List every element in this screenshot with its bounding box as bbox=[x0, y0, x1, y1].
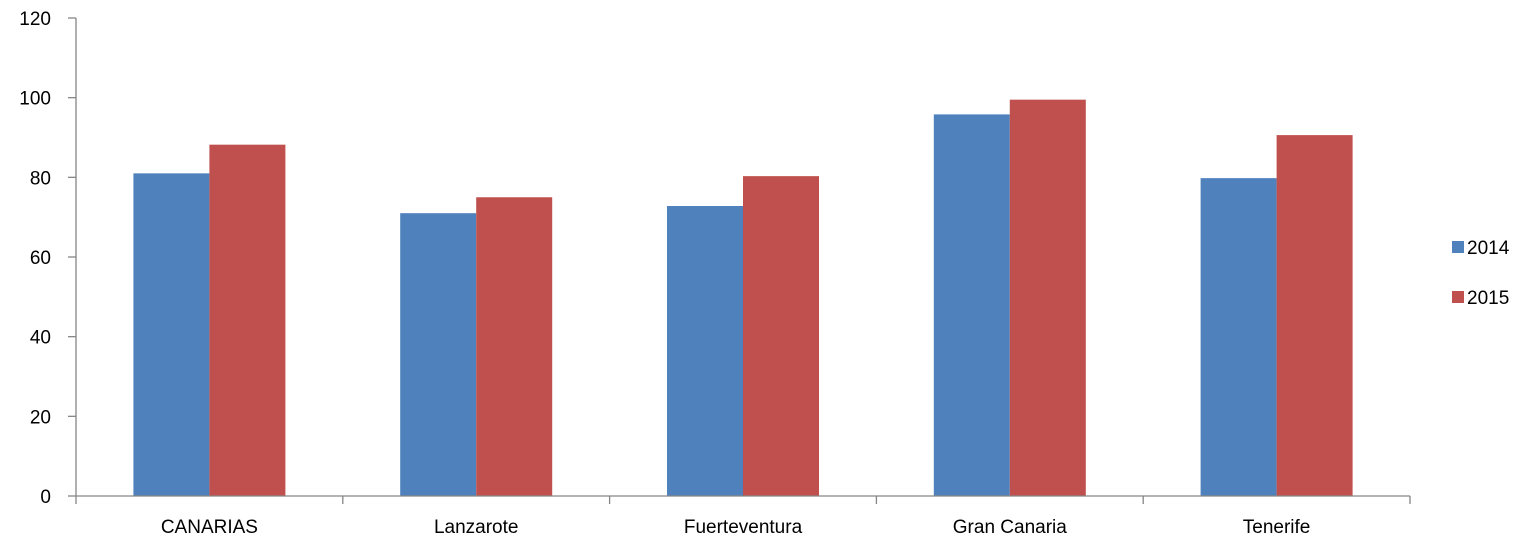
bar-2015-tenerife bbox=[1276, 135, 1353, 497]
legend: 2014 2015 bbox=[1452, 238, 1510, 309]
bar-2015-gran-canaria bbox=[1009, 99, 1086, 497]
bars-group bbox=[133, 99, 1353, 497]
bar-2014-gran-canaria bbox=[933, 114, 1010, 496]
bar-2015-fuerteventura bbox=[743, 176, 819, 496]
y-axis-ticks: 0 20 40 60 80 100 120 bbox=[19, 9, 76, 508]
bar-2014-fuerteventura bbox=[667, 206, 743, 496]
x-tick-label: Gran Canaria bbox=[953, 517, 1067, 538]
x-axis-ticks: CANARIAS Lanzarote Fuerteventura Gran Canar… bbox=[75, 496, 1411, 538]
legend-label-2015: 2015 bbox=[1467, 288, 1509, 309]
legend-label-2014: 2014 bbox=[1467, 238, 1510, 259]
x-tick-label: Lanzarote bbox=[434, 517, 519, 538]
x-tick-label: Fuerteventura bbox=[684, 517, 803, 538]
bar-2014-tenerife bbox=[1200, 178, 1277, 496]
x-tick-label: Tenerife bbox=[1243, 517, 1311, 538]
bar-2014-canarias bbox=[133, 173, 210, 496]
bar-2015-lanzarote bbox=[476, 197, 553, 496]
legend-swatch-2014 bbox=[1452, 241, 1464, 253]
y-tick-label: 20 bbox=[30, 407, 51, 428]
y-tick-label: 40 bbox=[30, 328, 51, 349]
y-tick-label: 80 bbox=[30, 168, 51, 189]
y-tick-label: 100 bbox=[19, 89, 51, 110]
legend-swatch-2015 bbox=[1452, 291, 1464, 303]
x-tick-label: CANARIAS bbox=[161, 517, 258, 538]
y-tick-label: 0 bbox=[40, 487, 51, 508]
y-tick-label: 120 bbox=[19, 9, 51, 30]
bar-2014-lanzarote bbox=[400, 213, 477, 496]
bar-2015-canarias bbox=[209, 144, 286, 497]
y-tick-label: 60 bbox=[30, 248, 51, 269]
